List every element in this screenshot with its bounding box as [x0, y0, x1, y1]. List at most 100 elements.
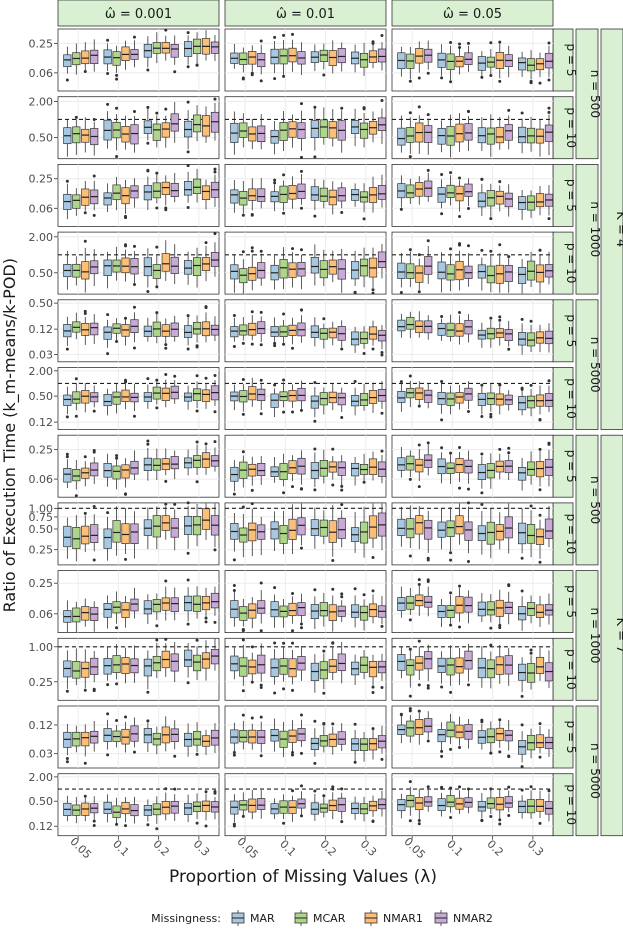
box-body	[406, 316, 415, 330]
box-outlier	[466, 787, 470, 791]
box-MAR-0.2	[143, 439, 152, 481]
y-tick-label: 0.03	[29, 748, 54, 761]
y-tick-label: 0.25	[29, 37, 54, 50]
box-body	[297, 602, 306, 616]
box-outlier	[65, 452, 69, 456]
box-body	[192, 388, 202, 401]
box-body	[257, 600, 266, 614]
box-outlier	[186, 164, 190, 168]
box-body	[288, 518, 297, 540]
box-outlier	[408, 618, 412, 622]
box-body	[257, 188, 266, 202]
p-strip-label: p = 5	[564, 44, 578, 77]
box-outlier	[213, 620, 217, 624]
box-outlier	[186, 501, 190, 505]
box-MAR-0.1	[103, 511, 112, 561]
box-MCAR-0.3	[526, 383, 536, 417]
box-outlier	[124, 244, 128, 248]
box-MAR-0.2	[310, 654, 319, 693]
box-outlier	[480, 491, 484, 495]
box-MAR-0.2	[143, 507, 152, 550]
box-NMAR2-0.3	[377, 653, 387, 689]
box-MAR-0.1	[103, 251, 112, 289]
box-body	[310, 256, 319, 274]
box-NMAR1-0.1	[455, 176, 464, 218]
box-body	[192, 654, 202, 672]
box-outlier	[313, 381, 317, 385]
box-outlier	[498, 626, 502, 630]
box-outlier	[340, 595, 344, 599]
box-outlier	[458, 242, 462, 246]
box-body	[351, 738, 360, 751]
box-NMAR2-0.3	[210, 373, 220, 414]
column-strip-bg	[224, 0, 387, 27]
box-outlier	[259, 378, 263, 382]
k-strip-1: K = 4	[600, 28, 623, 430]
box-body	[406, 263, 415, 279]
box-NMAR2-0.3	[544, 650, 554, 689]
box-body	[161, 597, 170, 611]
box-NMAR1-0.05	[248, 502, 257, 557]
p-strip-row-3: p = 5	[552, 163, 578, 227]
box-NMAR2-0.05	[257, 790, 266, 819]
box-body	[359, 258, 369, 277]
box-body	[495, 524, 504, 541]
p-strip-label: p = 5	[564, 450, 578, 483]
box-outlier	[480, 718, 484, 722]
box-NMAR1-0.3	[535, 447, 545, 492]
box-outlier	[232, 492, 236, 496]
box-outlier	[322, 691, 326, 695]
box-body	[170, 653, 179, 672]
box-NMAR1-0.1	[288, 114, 297, 148]
box-outlier	[291, 753, 295, 757]
box-NMAR1-0.2	[161, 175, 170, 212]
box-outlier	[489, 643, 493, 647]
box-outlier	[132, 110, 136, 114]
box-NMAR2-0.2	[170, 502, 179, 551]
y-tick-label: 0.50	[29, 267, 54, 280]
box-outlier	[213, 410, 217, 414]
box-outlier	[164, 637, 168, 641]
box-outlier	[155, 311, 159, 315]
box-body	[337, 48, 346, 64]
box-NMAR2-0.1	[297, 169, 306, 210]
box-outlier	[155, 624, 159, 628]
box-outlier	[480, 383, 484, 387]
box-body	[319, 328, 328, 340]
box-MAR-0.2	[310, 105, 319, 159]
box-MAR-0.05	[397, 506, 406, 547]
box-MCAR-0.1	[112, 591, 121, 630]
box-MCAR-0.1	[279, 173, 288, 215]
box-body	[319, 49, 328, 62]
box-outlier	[520, 765, 524, 769]
box-outlier	[132, 305, 136, 309]
n-strip-bg	[575, 434, 599, 566]
box-outlier	[232, 558, 236, 562]
box-outlier	[241, 341, 245, 345]
box-outlier	[299, 546, 303, 550]
box-outlier	[322, 722, 326, 726]
box-MCAR-0.05	[406, 374, 415, 408]
box-outlier	[520, 556, 524, 560]
box-outlier	[299, 784, 303, 788]
box-body	[486, 265, 495, 284]
box-MCAR-0.3	[526, 319, 536, 353]
box-body	[192, 455, 202, 468]
box-MAR-0.2	[143, 105, 152, 145]
box-outlier	[408, 647, 412, 651]
box-MCAR-0.2	[486, 183, 495, 221]
panel-r4-c1	[57, 231, 220, 295]
box-outlier	[282, 821, 286, 825]
box-MAR-0.05	[230, 722, 239, 757]
box-outlier	[498, 315, 502, 319]
box-outlier	[498, 822, 502, 826]
box-body	[337, 731, 346, 745]
box-body	[455, 392, 464, 404]
box-outlier	[313, 419, 317, 423]
box-MAR-0.2	[143, 650, 152, 694]
box-MAR-0.2	[143, 799, 152, 827]
box-body	[121, 523, 130, 545]
box-outlier	[155, 206, 159, 210]
box-MCAR-0.2	[486, 508, 495, 559]
box-outlier	[547, 441, 551, 445]
